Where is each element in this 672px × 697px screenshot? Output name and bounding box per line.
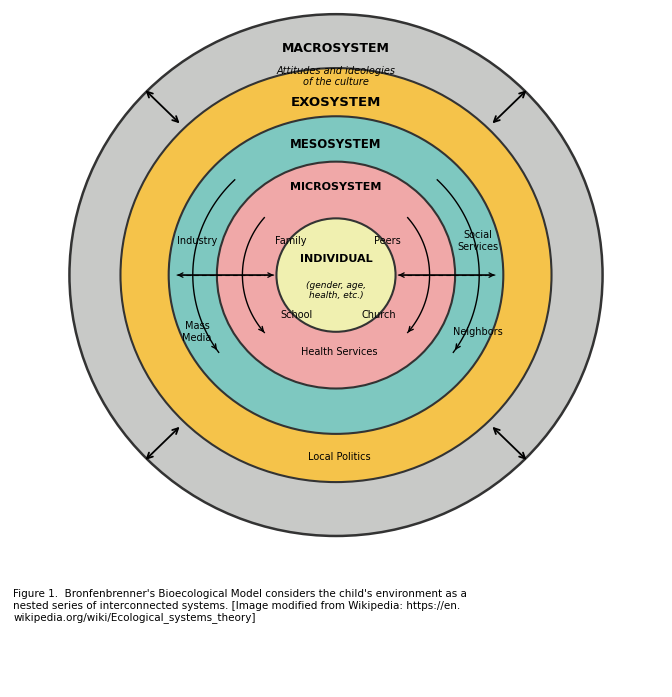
Text: EXOSYSTEM: EXOSYSTEM: [291, 95, 381, 109]
Ellipse shape: [217, 162, 455, 388]
Text: MESOSYSTEM: MESOSYSTEM: [290, 138, 382, 151]
Text: Local Politics: Local Politics: [308, 452, 370, 461]
Text: Family: Family: [275, 236, 306, 246]
Text: MICROSYSTEM: MICROSYSTEM: [290, 182, 382, 192]
Text: Mass
Media: Mass Media: [182, 321, 212, 343]
Text: Peers: Peers: [374, 236, 401, 246]
Ellipse shape: [169, 116, 503, 434]
Text: Neighbors: Neighbors: [453, 327, 503, 337]
Text: School: School: [280, 309, 312, 320]
Text: Figure 1.  Bronfenbrenner's Bioecological Model considers the child's environmen: Figure 1. Bronfenbrenner's Bioecological…: [13, 589, 467, 623]
Text: Attitudes and ideologies
of the culture: Attitudes and ideologies of the culture: [276, 66, 396, 87]
Text: Social
Services: Social Services: [457, 230, 499, 252]
Ellipse shape: [69, 14, 603, 536]
Ellipse shape: [120, 68, 552, 482]
Ellipse shape: [276, 218, 396, 332]
Text: Health Services: Health Services: [300, 346, 377, 357]
Text: MACROSYSTEM: MACROSYSTEM: [282, 42, 390, 54]
Text: (gender, age,
health, etc.): (gender, age, health, etc.): [306, 281, 366, 300]
Text: INDIVIDUAL: INDIVIDUAL: [300, 254, 372, 264]
Text: Church: Church: [362, 309, 396, 320]
Text: Industry: Industry: [177, 236, 217, 246]
